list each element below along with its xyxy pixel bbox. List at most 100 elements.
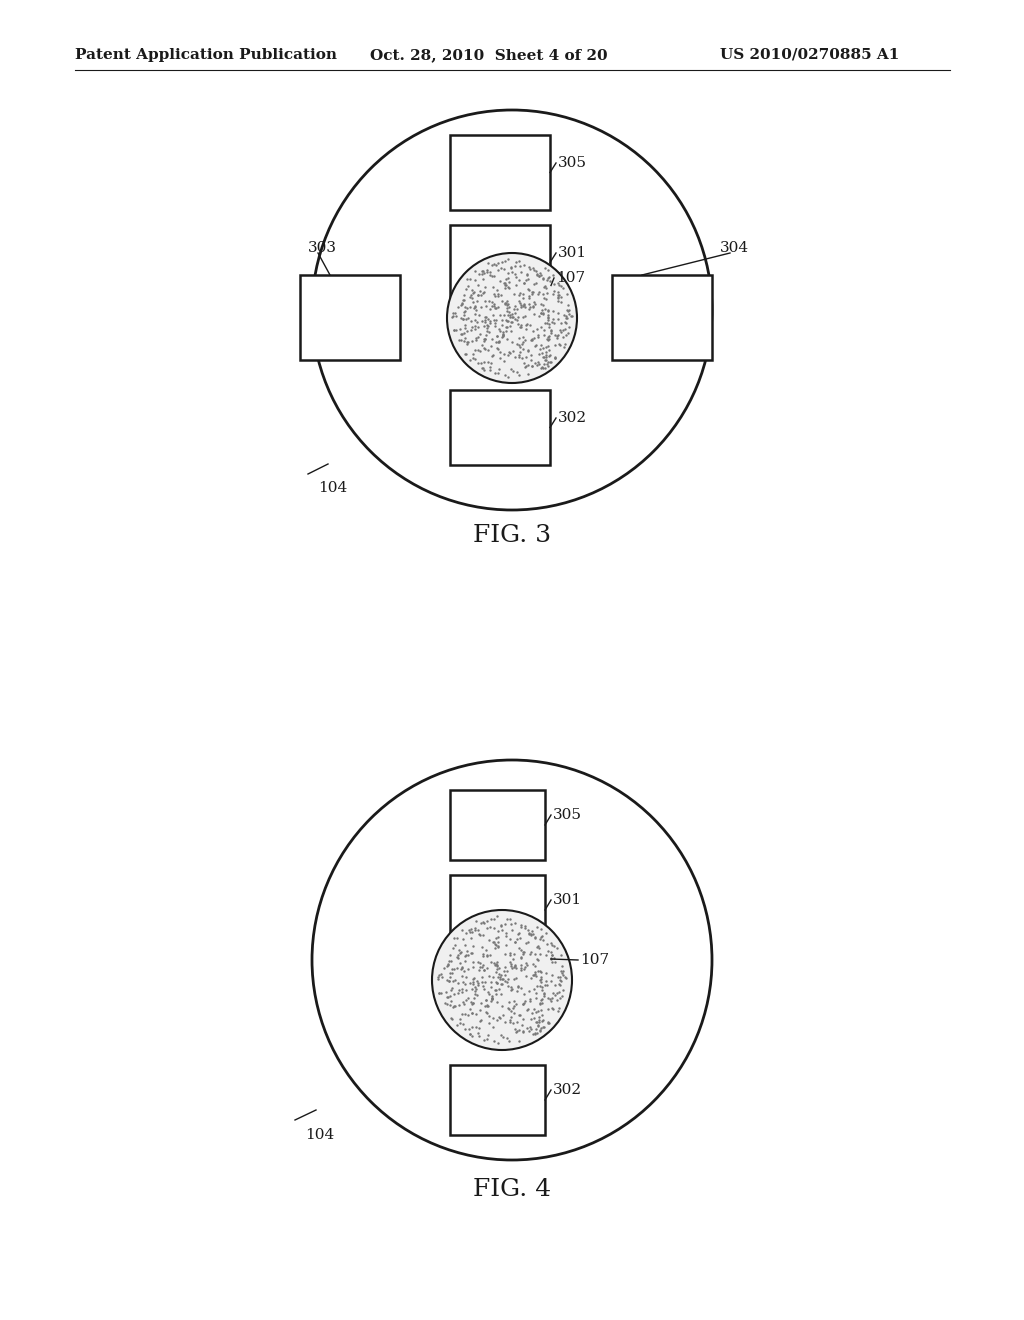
Point (551, 333, 567, 354)
Point (537, 298, 553, 319)
Point (478, 945, 495, 966)
Point (530, 1001, 547, 1022)
Point (499, 310, 515, 331)
Point (517, 917, 534, 939)
Point (485, 309, 502, 330)
Point (503, 953, 519, 974)
Point (515, 352, 531, 374)
Point (474, 263, 490, 284)
Point (544, 987, 560, 1008)
Point (450, 944, 466, 965)
Point (542, 345, 558, 366)
Point (452, 979, 468, 1001)
Point (500, 305, 516, 326)
Point (473, 297, 489, 318)
Point (535, 1010, 551, 1031)
Text: 301: 301 (558, 246, 587, 260)
Bar (612, 275, 712, 360)
Point (531, 975, 548, 997)
Point (545, 284, 561, 305)
Point (541, 325, 557, 346)
Point (512, 337, 528, 358)
Point (521, 259, 538, 280)
Point (461, 1018, 477, 1039)
Point (549, 937, 565, 958)
Point (515, 994, 531, 1015)
Point (459, 941, 475, 962)
Point (453, 308, 469, 329)
Point (534, 1018, 550, 1039)
Point (445, 983, 462, 1005)
Point (518, 318, 535, 339)
Point (457, 317, 473, 338)
Point (549, 327, 565, 348)
Point (492, 342, 508, 363)
Point (492, 304, 508, 325)
Point (481, 929, 498, 950)
Point (493, 284, 509, 305)
Point (557, 318, 573, 339)
Point (462, 1023, 478, 1044)
Point (493, 916, 509, 937)
Point (442, 950, 459, 972)
Point (456, 993, 472, 1014)
Point (549, 982, 565, 1003)
Point (456, 330, 472, 351)
Point (535, 300, 551, 321)
Point (504, 312, 520, 333)
Point (475, 269, 492, 290)
Point (497, 944, 513, 965)
Point (468, 1003, 484, 1024)
Circle shape (447, 253, 577, 383)
Point (459, 333, 475, 354)
Point (497, 272, 513, 293)
Point (486, 285, 503, 306)
Point (476, 958, 493, 979)
Point (488, 331, 505, 352)
Point (547, 325, 563, 346)
Point (495, 325, 511, 346)
Point (549, 286, 565, 308)
Point (498, 935, 514, 956)
Point (534, 966, 550, 987)
Point (485, 265, 502, 286)
Point (459, 331, 475, 352)
Point (518, 269, 535, 290)
Point (489, 326, 506, 347)
Point (477, 312, 494, 333)
Point (498, 309, 514, 330)
Point (541, 314, 557, 335)
Point (537, 974, 553, 995)
Point (536, 986, 552, 1007)
Point (540, 268, 556, 289)
Point (523, 1019, 540, 1040)
Point (503, 359, 519, 380)
Point (452, 942, 468, 964)
Point (540, 1011, 556, 1032)
Point (523, 355, 540, 376)
Point (470, 317, 486, 338)
Point (482, 972, 499, 993)
Point (474, 310, 490, 331)
Point (442, 986, 459, 1007)
Point (514, 288, 530, 309)
Point (534, 989, 550, 1010)
Point (490, 937, 507, 958)
Point (530, 937, 547, 958)
Point (554, 985, 570, 1006)
Point (474, 966, 490, 987)
Text: FIG. 3: FIG. 3 (473, 524, 551, 546)
Point (464, 1016, 480, 1038)
Point (544, 312, 560, 333)
Point (454, 982, 470, 1003)
Point (443, 977, 460, 998)
Point (508, 993, 524, 1014)
Point (537, 348, 553, 370)
Point (516, 293, 532, 314)
Point (538, 289, 554, 310)
Point (470, 974, 486, 995)
Point (505, 998, 521, 1019)
Point (536, 338, 552, 359)
Point (508, 1022, 524, 1043)
Point (477, 290, 494, 312)
